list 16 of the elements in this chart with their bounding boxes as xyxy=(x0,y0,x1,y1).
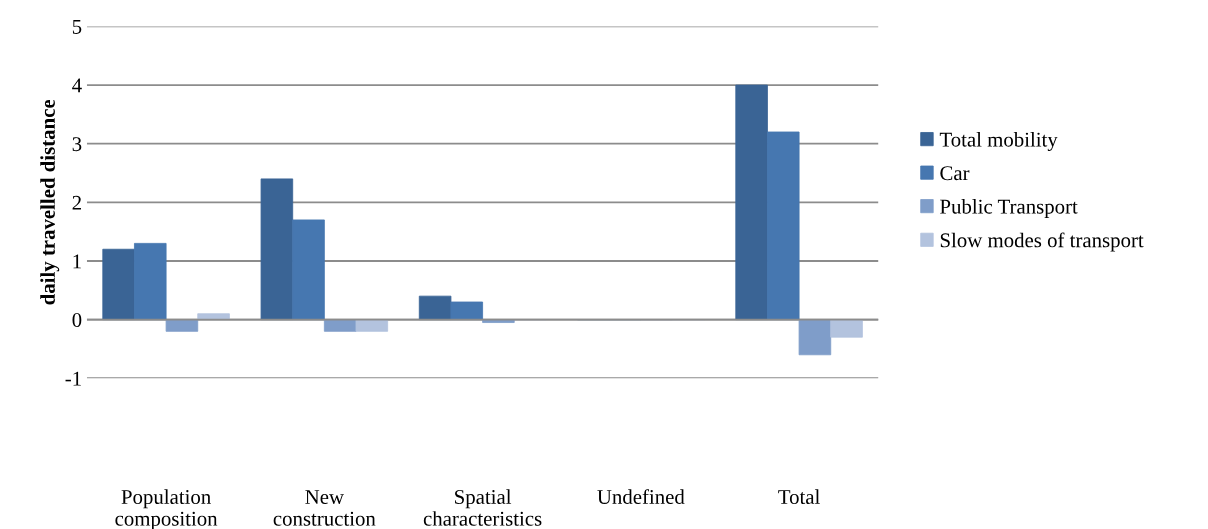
y-tick-label: 0 xyxy=(72,312,82,328)
y-tick-label: 1 xyxy=(73,254,81,269)
legend-label: Total mobility xyxy=(939,131,1058,151)
y-tick-label: 3 xyxy=(72,137,82,152)
y-tick-label: 2 xyxy=(72,195,81,210)
x-tick-label: Spatial characteristics xyxy=(423,489,542,526)
y-axis-title: daily travelled distance xyxy=(40,99,60,305)
y-tick-label: 4 xyxy=(72,78,82,93)
x-tick-label: New construction xyxy=(273,490,376,526)
legend-label: Public Transport xyxy=(940,199,1078,218)
x-tick-label: Undefined xyxy=(597,489,685,505)
legend-label: Slow modes of transport xyxy=(940,232,1144,252)
y-tick-label: 5 xyxy=(72,20,82,34)
y-tick-label: -1 xyxy=(65,371,81,386)
x-tick-label: Total xyxy=(778,489,820,505)
legend-label: Car xyxy=(940,166,970,181)
